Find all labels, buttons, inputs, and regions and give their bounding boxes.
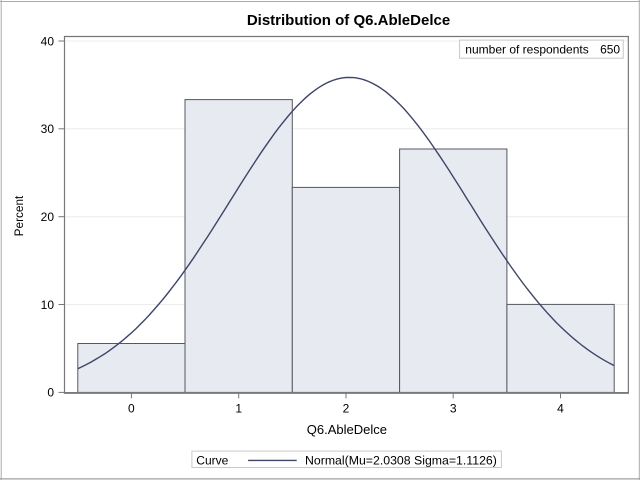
svg-text:Percent: Percent	[12, 195, 26, 236]
svg-text:650: 650	[600, 43, 620, 57]
svg-text:20: 20	[41, 210, 55, 224]
svg-text:40: 40	[41, 34, 55, 48]
svg-text:0: 0	[128, 402, 135, 416]
svg-text:Q6.AbleDelce: Q6.AbleDelce	[307, 422, 387, 437]
svg-text:Normal(Mu=2.0308 Sigma=1.1126): Normal(Mu=2.0308 Sigma=1.1126)	[305, 454, 497, 468]
svg-text:0: 0	[47, 386, 54, 400]
svg-text:Distribution of Q6.AbleDelce: Distribution of Q6.AbleDelce	[247, 12, 450, 29]
svg-text:30: 30	[41, 122, 55, 136]
svg-text:number of respondents: number of respondents	[465, 43, 588, 57]
svg-text:1: 1	[235, 402, 242, 416]
svg-text:4: 4	[557, 402, 564, 416]
svg-text:Curve: Curve	[196, 454, 228, 468]
svg-text:2: 2	[343, 402, 350, 416]
svg-text:3: 3	[450, 402, 457, 416]
svg-text:10: 10	[41, 298, 55, 312]
